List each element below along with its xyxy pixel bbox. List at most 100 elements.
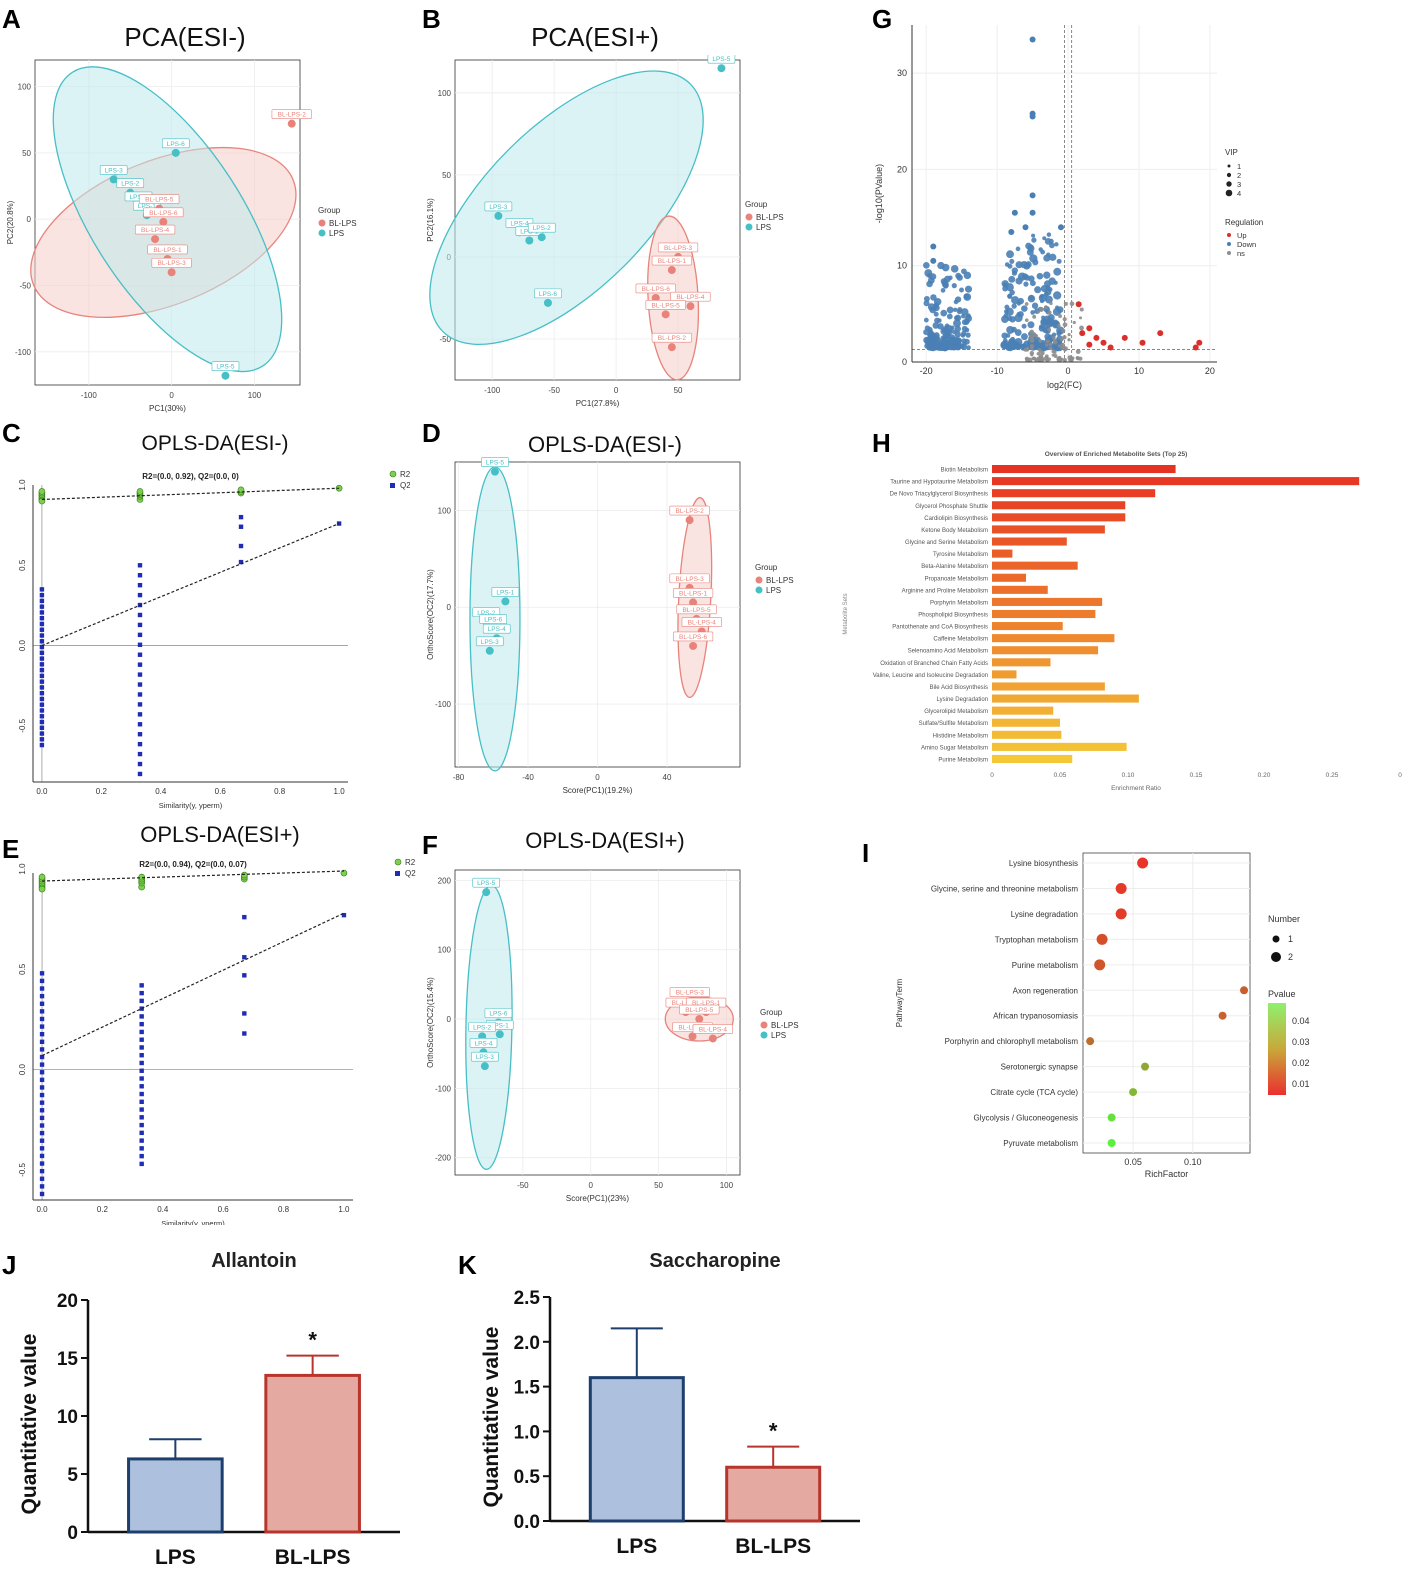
metabolite-point <box>1046 232 1052 237</box>
metabolite-point <box>1032 314 1037 319</box>
pathway-term: Glycolysis / Gluconeogenesis <box>974 1114 1079 1123</box>
sample-point <box>689 641 698 650</box>
metabolite-point <box>940 288 946 293</box>
q2-point <box>137 732 143 737</box>
metabolite-point <box>1058 314 1063 319</box>
metabolite-point <box>1029 113 1036 120</box>
legend-vip-label: 1 <box>1237 162 1241 171</box>
sample-label: LPS-5 <box>216 364 234 371</box>
q2-point <box>39 656 45 661</box>
q2-point <box>137 771 143 777</box>
enrichment-category: Glycine and Serine Metabolism <box>905 540 988 546</box>
q2-point <box>137 582 143 588</box>
pathway-dot <box>1129 1088 1138 1097</box>
sample-point <box>717 64 726 73</box>
metabolite-point <box>1043 271 1051 279</box>
enrichment-category: Pantothenate and CoA Biosynthesis <box>892 625 988 631</box>
legend-title-number: Number <box>1268 914 1300 924</box>
x-tick-label: -100 <box>484 386 501 395</box>
opls-score-chart-esi-minus: -80 -40 0 40 -100 0 100 Score(PC1)(19.2%) OrthoS… <box>426 457 794 795</box>
sample-point <box>490 467 499 476</box>
x-axis-label: Similarity(y, yperm) <box>159 801 223 810</box>
sample-point <box>151 235 160 244</box>
q2-point <box>39 685 45 690</box>
metabolite-point-up <box>1086 341 1093 348</box>
q2-point <box>39 598 45 604</box>
enrichment-category: Biotin Metabolism <box>941 468 988 474</box>
metabolite-point <box>1047 310 1052 315</box>
q2-point <box>39 714 45 719</box>
metabolite-point <box>933 304 940 312</box>
enrichment-bar <box>992 646 1099 655</box>
q2-point <box>39 1070 45 1075</box>
y-tick-label: 0.5 <box>18 559 27 571</box>
enrichment-bar <box>992 622 1063 631</box>
sample-label-box <box>271 109 312 119</box>
x-tick-label: 0.20 <box>1258 772 1271 779</box>
metabolite-point <box>930 294 937 301</box>
metabolite-point <box>956 309 962 315</box>
metabolite-point <box>1027 321 1035 329</box>
q2-point <box>39 604 45 609</box>
q2-point <box>39 587 45 592</box>
y-axis-label: OrthoScore(OC2)(17.7%) <box>426 569 435 660</box>
q2-point <box>39 644 45 650</box>
metabolite-point <box>1029 192 1036 199</box>
metabolite-point <box>1079 307 1084 312</box>
metabolite-point-up <box>1192 344 1199 351</box>
enrichment-bar <box>992 537 1067 546</box>
legend-label: BL-LPS <box>329 219 357 228</box>
q2-point <box>39 1146 45 1151</box>
pathway-term: Purine metabolism <box>1012 961 1079 970</box>
legend-marker-q2 <box>395 871 400 876</box>
metabolite-point <box>1057 329 1062 335</box>
x-tick-label: 0.05 <box>1054 772 1067 779</box>
metabolite-point <box>1063 301 1068 306</box>
y-axis-label: PC2(16.1%) <box>426 198 435 242</box>
metabolite-point <box>1044 343 1049 347</box>
y-tick-label: 1.0 <box>514 1422 540 1443</box>
permutation-chart-esi-minus: R2=(0.0, 0.92), Q2=(0.0, 0) 0.0 0.2 0.4 0.6 0… <box>18 470 410 810</box>
enrichment-bar <box>992 706 1054 715</box>
q2-point <box>242 1031 247 1036</box>
enrichment-bar <box>992 718 1060 727</box>
q2-point <box>39 737 45 742</box>
metabolite-point <box>954 339 960 345</box>
q2-point <box>139 1060 144 1066</box>
sample-label-box <box>670 291 711 302</box>
x-axis-label: log2(FC) <box>1047 380 1082 390</box>
panel-label-f: F <box>422 830 438 860</box>
enrichment-category: Oxidation of Branched Chain Fatty Acids <box>880 661 988 667</box>
sample-label: BL-LPS-5 <box>652 302 681 309</box>
q2-point <box>39 1031 45 1037</box>
metabolite-point <box>960 333 966 338</box>
metabolite-point <box>1020 333 1028 341</box>
q2-point <box>238 559 244 565</box>
metabolite-point-up <box>1157 330 1164 337</box>
metabolite-point <box>1011 209 1018 216</box>
metabolite-point <box>1078 316 1082 320</box>
enrichment-category: De Novo Triacylglycerol Biosynthesis <box>890 492 988 498</box>
panel-label-h: H <box>872 428 891 458</box>
legend-pvalue-label: 0.04 <box>1292 1016 1310 1026</box>
x-tick-label: 0 <box>1066 366 1071 376</box>
metabolite-point <box>934 317 941 324</box>
metabolite-point <box>1028 275 1035 282</box>
enrichment-bar <box>992 682 1105 691</box>
y-tick-label: 0.5 <box>18 963 27 975</box>
metabolite-point <box>1011 303 1017 309</box>
metabolite-point <box>923 295 930 302</box>
enrichment-category: Sulfate/Sulfite Metabolism <box>919 721 988 727</box>
metabolite-point <box>940 309 948 317</box>
sample-label: BL-LPS-5 <box>685 1007 714 1014</box>
q2-point <box>39 621 45 627</box>
q2-point <box>139 983 144 988</box>
pathway-term: Axon regeneration <box>1013 986 1078 995</box>
q2-point <box>137 642 143 647</box>
sample-label: LPS-3 <box>105 167 123 174</box>
enrichment-category: Propanoate Metabolism <box>925 576 988 582</box>
metabolite-point <box>946 313 953 320</box>
y-tick-label: -0.5 <box>18 1162 27 1176</box>
legend-pvalue-label: 0.02 <box>1292 1058 1310 1068</box>
enrichment-category: Glycerol Phosphate Shuttle <box>915 504 988 510</box>
